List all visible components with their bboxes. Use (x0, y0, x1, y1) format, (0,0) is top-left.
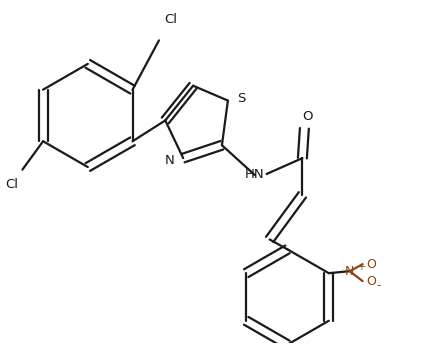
Text: Cl: Cl (5, 179, 18, 191)
Text: -: - (376, 279, 381, 292)
Text: +: + (357, 262, 365, 272)
Text: Cl: Cl (164, 13, 177, 26)
Text: O: O (302, 110, 313, 123)
Text: S: S (237, 92, 245, 105)
Text: N: N (345, 265, 354, 278)
Text: N: N (165, 154, 174, 166)
Text: O: O (367, 275, 376, 288)
Text: HN: HN (245, 169, 264, 182)
Text: O: O (367, 258, 376, 271)
